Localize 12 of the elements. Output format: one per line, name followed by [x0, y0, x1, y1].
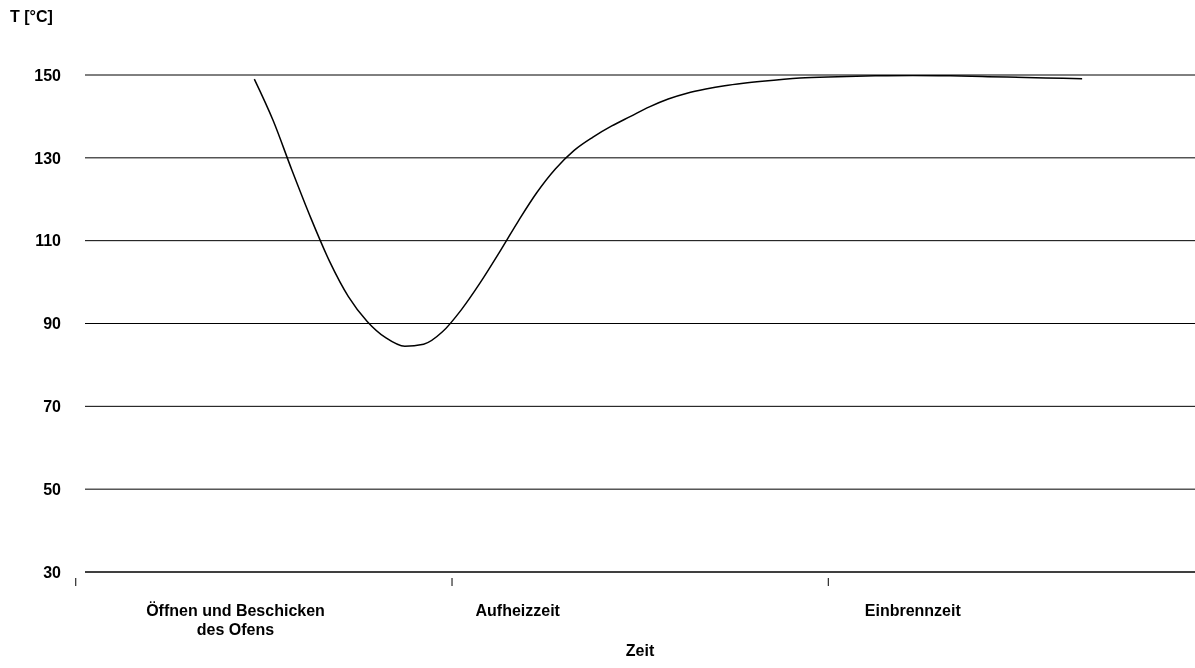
y-tick-label: 30 [43, 563, 62, 581]
y-tick-label: 130 [34, 149, 62, 167]
y-tick-label: 50 [43, 480, 62, 498]
y-axis-title: T [°C] [10, 8, 53, 26]
y-tick-label: 110 [35, 232, 62, 250]
y-tick-label: 150 [34, 66, 62, 84]
y-tick-label: 90 [43, 315, 62, 333]
x-tick-label: Öffnen und Beschicken des Ofens [146, 601, 325, 638]
x-axis-title: Zeit [624, 642, 656, 660]
x-tick-label: Einbrennzeit [864, 602, 962, 619]
y-tick-label: 70 [43, 398, 62, 416]
x-tick-label: Aufheizzeit [475, 602, 561, 619]
